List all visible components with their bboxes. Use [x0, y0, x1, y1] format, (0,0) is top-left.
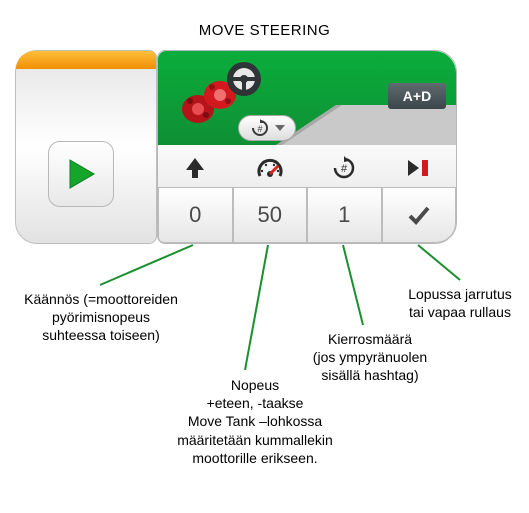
- port-badge[interactable]: A+D: [388, 83, 446, 109]
- speedometer-icon: [256, 156, 284, 180]
- block-header: A+D #: [158, 51, 456, 145]
- speed-input[interactable]: 50: [233, 187, 308, 243]
- brake-input[interactable]: [382, 187, 457, 243]
- brake-icon-cell: [382, 149, 457, 187]
- speed-icon-cell: [233, 149, 308, 187]
- svg-text:#: #: [341, 163, 348, 175]
- svg-text:#: #: [257, 124, 262, 134]
- play-button[interactable]: [48, 141, 114, 207]
- steering-input[interactable]: 0: [158, 187, 233, 243]
- block-body: A+D #: [157, 50, 457, 244]
- rotation-hash-icon: #: [249, 119, 271, 137]
- callout-speed: Nopeus+eteen, -taakseMove Tank –lohkossa…: [140, 376, 370, 467]
- param-icon-row: #: [158, 149, 456, 187]
- param-input-row: 0 50 1: [158, 187, 456, 243]
- callout-brake: Lopussa jarrutustai vapaa rullaus: [395, 285, 525, 321]
- play-icon: [64, 157, 98, 191]
- block-title: MOVE STEERING: [0, 0, 529, 39]
- mode-selector[interactable]: #: [238, 115, 296, 141]
- play-tab: [15, 50, 157, 244]
- header-ramp-shape: [276, 105, 456, 145]
- callout-steering: Käännös (=moottoreidenpyörimisnopeussuht…: [6, 290, 196, 345]
- check-icon: [406, 202, 432, 228]
- rotations-input[interactable]: 1: [307, 187, 382, 243]
- callout-rotations: Kierrosmäärä(jos ympyränuolensisällä has…: [285, 330, 455, 385]
- rotation-hash-icon: #: [330, 156, 358, 180]
- chevron-down-icon: [275, 123, 285, 133]
- steering-icon-cell: [158, 149, 233, 187]
- rotations-icon-cell: #: [307, 149, 382, 187]
- arrow-up-icon: [184, 156, 206, 180]
- play-stop-icon: [405, 157, 433, 179]
- move-steering-block: A+D #: [15, 50, 459, 260]
